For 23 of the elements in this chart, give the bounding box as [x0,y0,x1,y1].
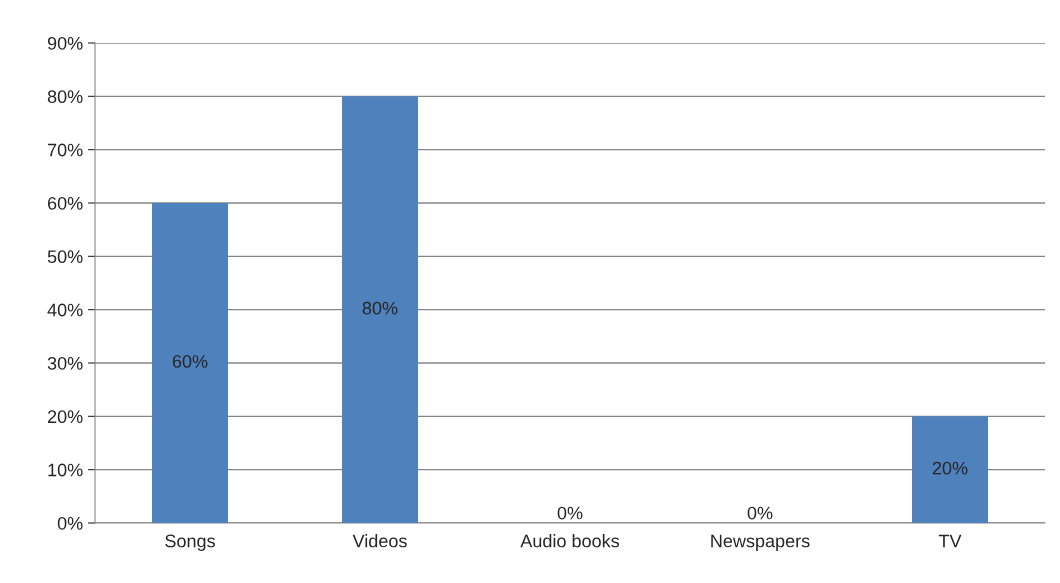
y-tick-label: 80% [47,90,83,104]
x-tick-label: Videos [352,534,407,548]
x-tick-label: TV [938,534,962,548]
y-tick-label: 50% [47,250,83,264]
data-label: 80% [362,301,398,315]
y-tick-label: 30% [47,356,83,370]
bar [912,416,988,523]
x-tick-label: Songs [165,534,215,551]
y-tick-label: 70% [47,143,83,157]
y-tick-label: 10% [48,463,83,477]
data-label: 0% [557,506,583,520]
x-tick-label: Newspapers [711,534,810,551]
y-tick-label: 20% [47,410,83,424]
bar [342,96,418,523]
x-tick-label: Audio books [520,534,620,548]
y-tick-label: 40% [47,303,83,317]
y-tick-label: 60% [47,196,83,210]
data-label: 0% [747,506,773,520]
data-label: 60% [172,355,208,368]
bar [152,203,228,523]
data-label: 20% [932,461,968,475]
y-tick-label: 90% [47,36,83,50]
y-tick-label: 0% [57,516,83,530]
